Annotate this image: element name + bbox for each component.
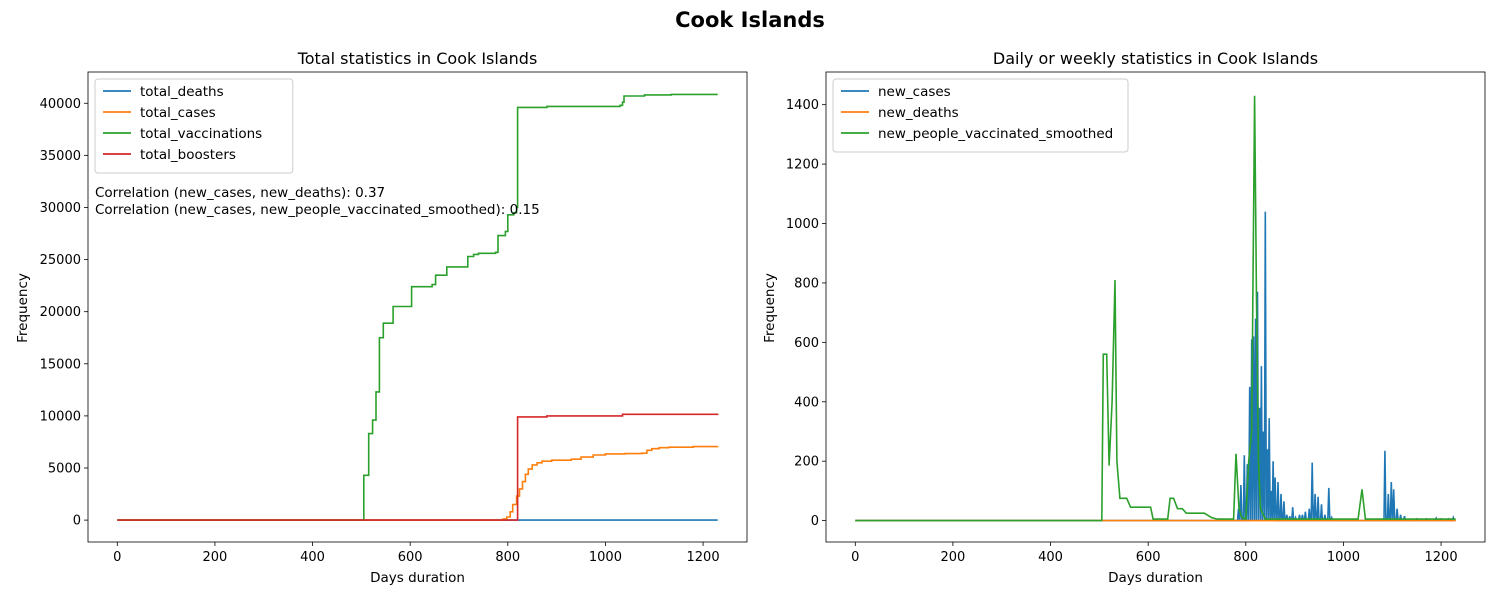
right-panel-ytick-label: 1400	[786, 98, 819, 113]
correlation-annotation-deaths: Correlation (new_cases, new_deaths): 0.3…	[95, 185, 385, 201]
left-panel-series-group	[117, 93, 719, 521]
right-panel-legend-box	[832, 78, 1129, 153]
left-panel-frame	[87, 71, 748, 543]
left-panel-series-total_cases	[117, 445, 719, 521]
right-panel-ytick-label: 1000	[786, 217, 819, 232]
left-panel-xtick-label: 400	[300, 550, 325, 565]
left-panel-ytick-label: 25000	[40, 253, 81, 268]
left-panel: Total statistics in Cook Islands Days du…	[15, 49, 748, 586]
right-panel-ytick-label: 200	[794, 455, 819, 470]
right-panel-ylabel: Frequency	[762, 273, 778, 343]
left-panel-xtick-label: 1200	[687, 550, 720, 565]
correlation-annotation-vaccinated: Correlation (new_cases, new_people_vacci…	[95, 202, 540, 218]
right-panel: Daily or weekly statistics in Cook Islan…	[762, 49, 1486, 586]
right-panel-ytick-label: 800	[794, 276, 819, 291]
left-panel-legend-label-total_deaths: total_deaths	[140, 84, 224, 100]
left-panel-ytick-label: 10000	[40, 409, 81, 424]
right-panel-legend-label-new_people_vaccinated_smoothed: new_people_vaccinated_smoothed	[878, 126, 1113, 142]
left-panel-ytick-label: 35000	[40, 149, 81, 164]
left-panel-title: Total statistics in Cook Islands	[297, 49, 538, 68]
right-panel-xtick-label: 0	[851, 550, 859, 565]
right-panel-series-new_people_vaccinated_smoothed	[855, 95, 1456, 522]
right-panel-xtick-label: 200	[941, 550, 966, 565]
left-panel-xtick-label: 600	[398, 550, 423, 565]
right-panel-ytick-label: 1200	[786, 158, 819, 173]
left-panel-legend-box	[94, 78, 294, 174]
left-panel-legend-label-total_vaccinations: total_vaccinations	[140, 126, 262, 142]
right-panel-xtick-label: 400	[1038, 550, 1063, 565]
left-panel-xtick-label: 0	[113, 550, 121, 565]
figure-suptitle: Cook Islands	[675, 8, 825, 32]
left-panel-ytick-label: 0	[73, 514, 81, 529]
left-panel-ytick-label: 15000	[40, 357, 81, 372]
left-panel-series-total_boosters	[117, 413, 719, 521]
right-panel-legend-label-new_deaths: new_deaths	[878, 105, 959, 121]
right-panel-legend-label-new_cases: new_cases	[878, 84, 951, 100]
right-panel-series-group	[855, 95, 1456, 522]
left-panel-ytick-label: 20000	[40, 305, 81, 320]
right-panel-plot-area: 0 200 400 600 800 1000 1200 0 200 400 600 800 1000 12…	[786, 71, 1486, 565]
left-panel-plot-area: 0 200 400 600 800 1000 1200 0 5000 10000 15000 2000…	[40, 71, 748, 565]
left-panel-legend-label-total_cases: total_cases	[140, 105, 216, 121]
left-panel-legend-label-total_boosters: total_boosters	[140, 147, 236, 163]
left-panel-series-total_vaccinations	[117, 93, 718, 521]
right-panel-xlabel: Days duration	[1108, 570, 1203, 586]
right-panel-frame	[825, 71, 1486, 543]
left-panel-ytick-label: 30000	[40, 201, 81, 216]
right-panel-ytick-label: 400	[794, 395, 819, 410]
left-panel-ytick-label: 40000	[40, 97, 81, 112]
left-panel-xtick-label: 800	[495, 550, 520, 565]
right-panel-xtick-label: 1200	[1425, 550, 1458, 565]
right-panel-ytick-label: 0	[811, 514, 819, 529]
right-panel-ytick-label: 600	[794, 336, 819, 351]
left-panel-xtick-label: 200	[203, 550, 228, 565]
left-panel-ytick-label: 5000	[48, 462, 81, 477]
left-panel-ylabel: Frequency	[15, 273, 31, 343]
right-panel-xtick-label: 1000	[1327, 550, 1360, 565]
right-panel-xtick-label: 600	[1136, 550, 1161, 565]
right-panel-title: Daily or weekly statistics in Cook Islan…	[993, 49, 1318, 68]
right-panel-xtick-label: 800	[1233, 550, 1258, 565]
left-panel-xlabel: Days duration	[370, 570, 465, 586]
left-panel-xtick-label: 1000	[589, 550, 622, 565]
